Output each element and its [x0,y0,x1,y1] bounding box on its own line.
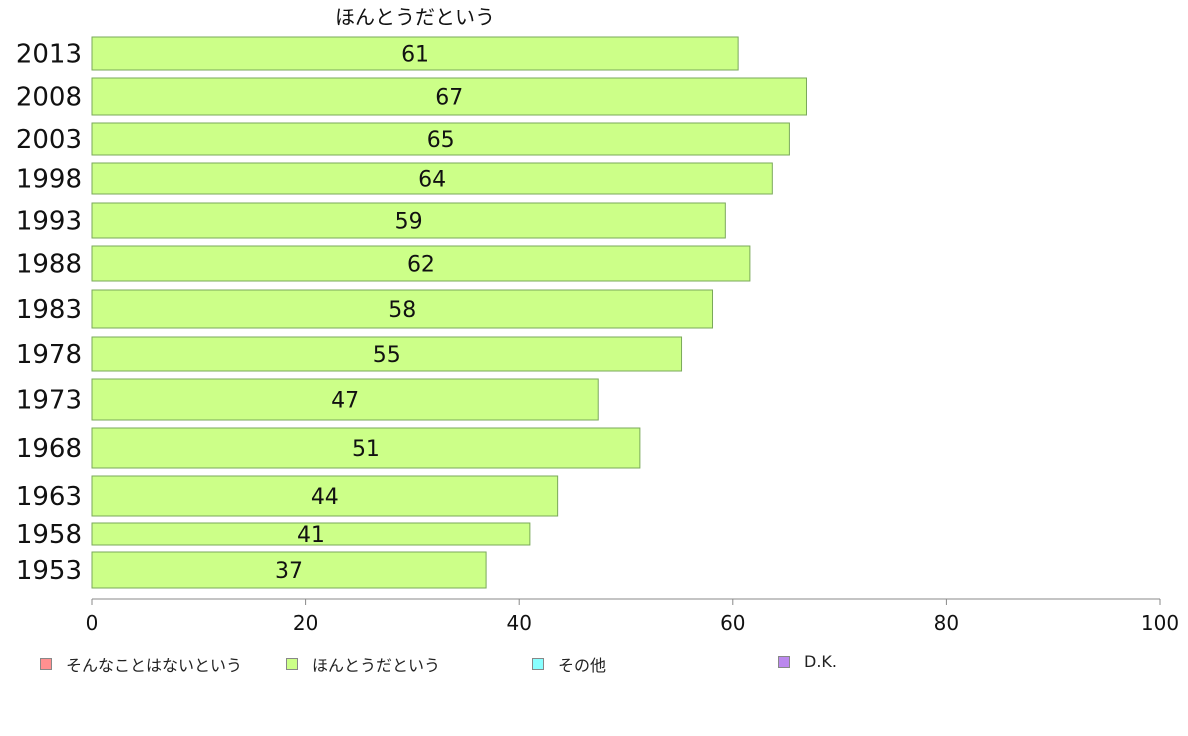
bar-value-label: 67 [435,86,463,111]
bar [91,551,487,589]
bar [91,336,683,372]
bars-layer: 61 2013 67 2008 65 2003 64 1998 59 1993 62 1988 58 19… [16,36,807,589]
legend-swatch [532,658,544,670]
category-label: 1958 [16,520,82,550]
legend-item: D.K. [778,652,837,671]
bar-value-label: 65 [427,128,455,153]
x-tick-label: 20 [293,611,318,635]
category-label: 1988 [16,250,82,280]
bar-value-label: 64 [418,168,446,193]
bar [91,36,739,71]
bar-value-label: 44 [311,485,339,510]
legend-label: その他 [558,656,607,675]
legend-item: そんなことはないという [40,652,242,676]
bar-value-label: 41 [297,523,325,548]
bar-value-label: 55 [373,343,401,368]
legend: そんなことはないという ほんとうだという その他 D.K. [40,652,1160,675]
category-label: 2003 [16,125,82,155]
bar [91,522,531,546]
x-tick-label: 60 [720,611,745,635]
bar-value-label: 61 [401,43,429,68]
category-label: 1963 [16,482,82,512]
bar [91,475,559,517]
bar-value-label: 58 [388,298,416,323]
category-label: 1973 [16,386,82,416]
category-label: 2008 [16,83,82,113]
chart-title: ほんとうだという [335,5,495,29]
legend-label: D.K. [804,652,837,671]
bar [91,378,599,421]
legend-swatch [778,655,790,668]
legend-item: ほんとうだという [286,652,440,676]
x-tick-label: 0 [86,611,99,635]
legend-item: その他 [532,652,606,676]
category-label: 1993 [16,207,82,237]
bar-value-label: 37 [275,559,303,584]
legend-swatch [40,658,52,670]
category-label: 1983 [16,295,82,325]
bar [91,427,641,469]
bar [91,202,726,239]
x-tick-label: 80 [934,611,959,635]
bar-value-label: 47 [331,389,359,414]
bar [91,245,751,282]
bar-value-label: 62 [407,253,435,278]
category-label: 2013 [16,40,82,70]
category-label: 1978 [16,340,82,370]
x-tick-label: 40 [506,611,531,635]
legend-swatch [286,658,298,670]
bar [91,77,807,116]
category-label: 1998 [16,165,82,195]
x-tick-label: 100 [1141,611,1179,635]
legend-label: ほんとうだという [312,656,441,675]
bar-value-label: 59 [395,210,423,235]
bar-value-label: 51 [352,437,380,462]
category-label: 1953 [16,556,82,586]
legend-label: そんなことはないという [66,656,243,675]
bar [91,122,790,156]
bar [91,289,714,329]
category-label: 1968 [16,434,82,464]
x-axis: 0 20 40 60 80 100 [86,598,1179,635]
bar [91,162,773,195]
